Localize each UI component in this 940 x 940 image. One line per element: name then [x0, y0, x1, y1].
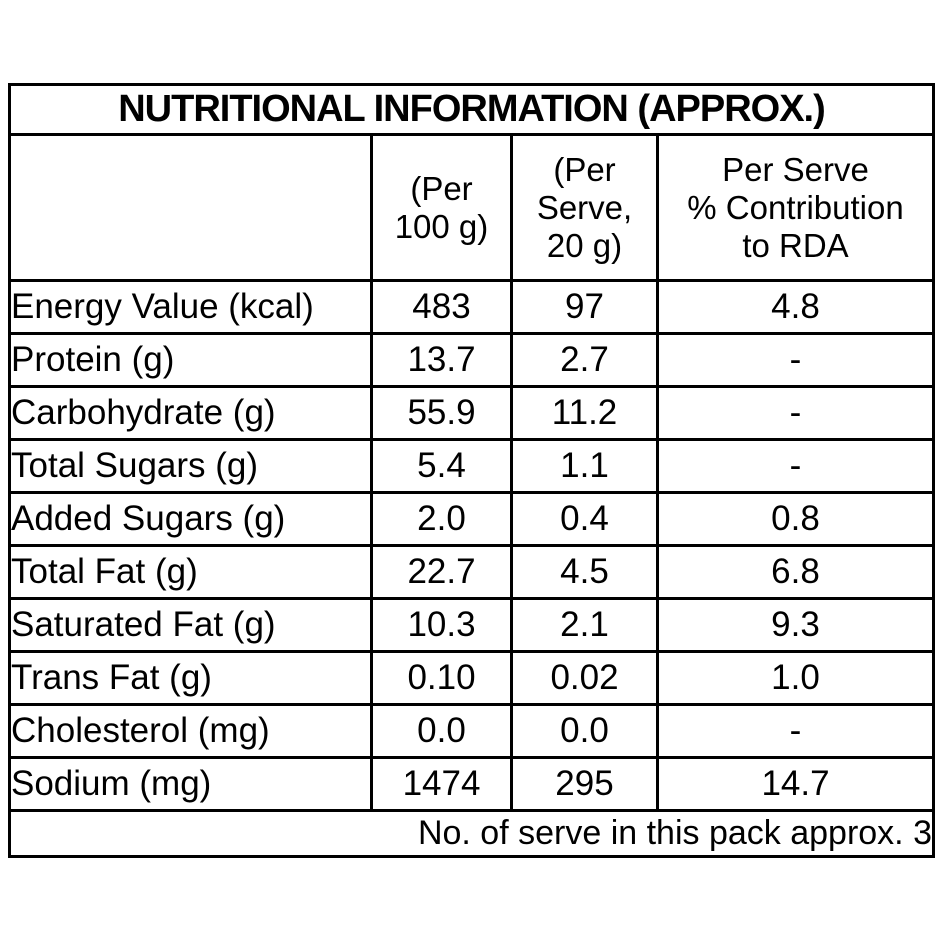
nutrition-table: NUTRITIONAL INFORMATION (APPROX.) (Per 1…: [8, 83, 935, 858]
value-per-serve: 1.1: [510, 438, 659, 494]
value-per-serve: 295: [510, 756, 659, 812]
value-per-100g: 0.10: [370, 650, 513, 706]
row-label: Energy Value (kcal): [8, 279, 373, 335]
table-row: Total Sugars (g) 5.4 1.1 -: [8, 438, 935, 494]
serves-note: No. of serve in this pack approx. 3: [8, 809, 935, 858]
table-row: Added Sugars (g) 2.0 0.4 0.8: [8, 491, 935, 547]
value-per-100g: 1474: [370, 756, 513, 812]
header-nutrient: [8, 133, 373, 282]
value-per-serve: 4.5: [510, 544, 659, 600]
table-row: Energy Value (kcal) 483 97 4.8: [8, 279, 935, 335]
row-label: Protein (g): [8, 332, 373, 388]
header-per-serve: (Per Serve, 20 g): [510, 133, 659, 282]
value-rda-contribution: -: [656, 703, 935, 759]
value-rda-contribution: 14.7: [656, 756, 935, 812]
value-per-100g: 5.4: [370, 438, 513, 494]
value-rda-contribution: 6.8: [656, 544, 935, 600]
table-row: Total Fat (g) 22.7 4.5 6.8: [8, 544, 935, 600]
value-per-100g: 10.3: [370, 597, 513, 653]
row-label: Carbohydrate (g): [8, 385, 373, 441]
value-rda-contribution: 1.0: [656, 650, 935, 706]
row-label: Added Sugars (g): [8, 491, 373, 547]
row-label: Cholesterol (mg): [8, 703, 373, 759]
value-rda-contribution: 9.3: [656, 597, 935, 653]
table-row: Cholesterol (mg) 0.0 0.0 -: [8, 703, 935, 759]
table-row: Saturated Fat (g) 10.3 2.1 9.3: [8, 597, 935, 653]
value-rda-contribution: 4.8: [656, 279, 935, 335]
value-rda-contribution: 0.8: [656, 491, 935, 547]
title-row: NUTRITIONAL INFORMATION (APPROX.): [8, 83, 935, 136]
value-per-100g: 0.0: [370, 703, 513, 759]
value-per-serve: 11.2: [510, 385, 659, 441]
row-label: Sodium (mg): [8, 756, 373, 812]
value-rda-contribution: -: [656, 332, 935, 388]
table-title: NUTRITIONAL INFORMATION (APPROX.): [8, 83, 935, 136]
header-per-100g: (Per 100 g): [370, 133, 513, 282]
value-per-100g: 2.0: [370, 491, 513, 547]
table-row: Protein (g) 13.7 2.7 -: [8, 332, 935, 388]
value-per-serve: 2.1: [510, 597, 659, 653]
value-per-100g: 13.7: [370, 332, 513, 388]
value-per-serve: 97: [510, 279, 659, 335]
value-per-serve: 0.02: [510, 650, 659, 706]
table-row: Sodium (mg) 1474 295 14.7: [8, 756, 935, 812]
value-rda-contribution: -: [656, 385, 935, 441]
table-row: Carbohydrate (g) 55.9 11.2 -: [8, 385, 935, 441]
header-row: (Per 100 g) (Per Serve, 20 g) Per Serve …: [8, 133, 935, 282]
row-label: Total Sugars (g): [8, 438, 373, 494]
row-label: Saturated Fat (g): [8, 597, 373, 653]
row-label: Trans Fat (g): [8, 650, 373, 706]
table-row: Trans Fat (g) 0.10 0.02 1.0: [8, 650, 935, 706]
header-rda-contribution: Per Serve % Contribution to RDA: [656, 133, 935, 282]
value-per-serve: 0.4: [510, 491, 659, 547]
value-per-serve: 2.7: [510, 332, 659, 388]
row-label: Total Fat (g): [8, 544, 373, 600]
value-rda-contribution: -: [656, 438, 935, 494]
footer-row: No. of serve in this pack approx. 3: [8, 809, 935, 858]
value-per-100g: 22.7: [370, 544, 513, 600]
value-per-100g: 55.9: [370, 385, 513, 441]
value-per-serve: 0.0: [510, 703, 659, 759]
value-per-100g: 483: [370, 279, 513, 335]
